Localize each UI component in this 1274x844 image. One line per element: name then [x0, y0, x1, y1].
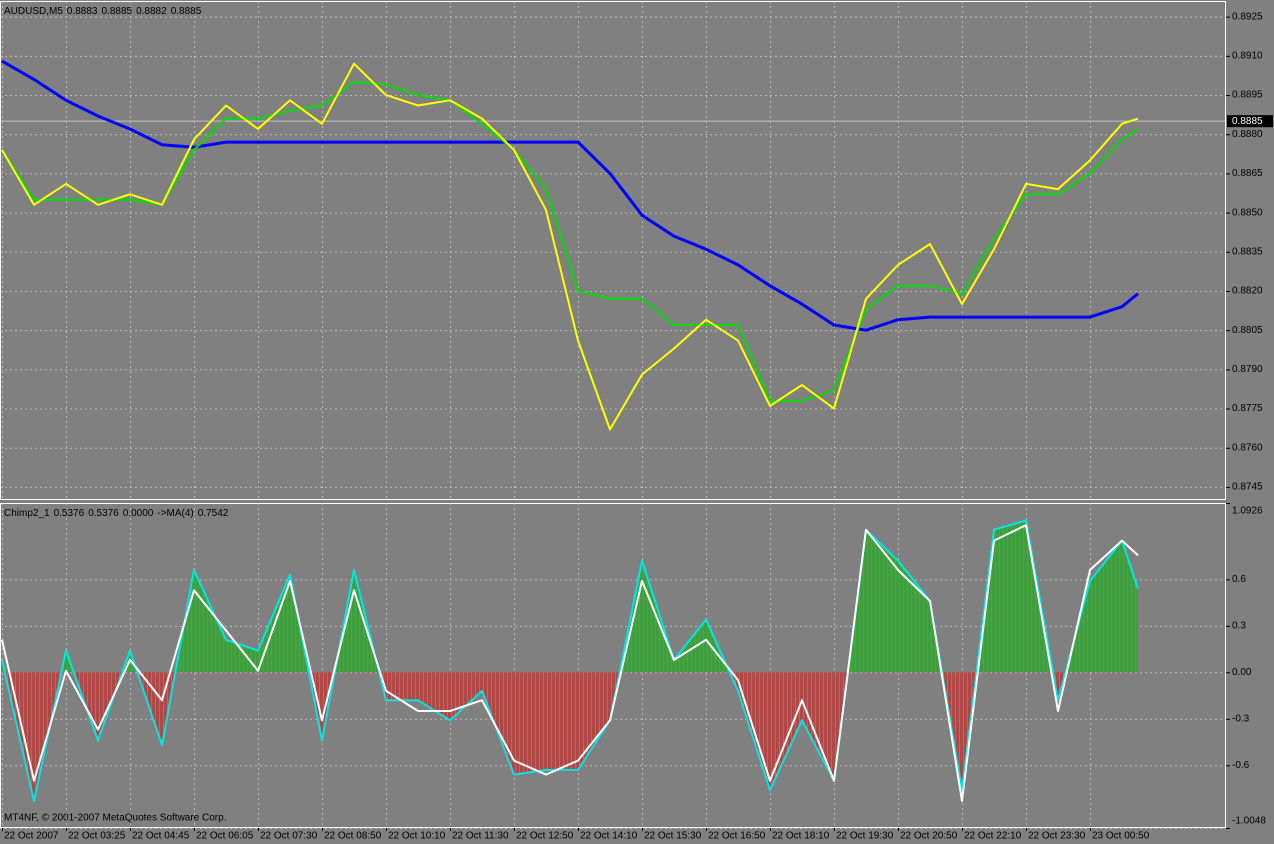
panel-border — [0, 503, 1226, 828]
x-tick-label: 22 Oct 2007 — [4, 831, 59, 842]
y-tick-label: 0.8835 — [1232, 246, 1263, 257]
y-tick-label: 0.8760 — [1232, 442, 1263, 453]
header-item: ->MA(4) — [157, 508, 193, 519]
y-tick-label: 0.8790 — [1232, 364, 1263, 375]
panel-border — [0, 1, 1226, 500]
x-tick-label: 23 Oct 00:50 — [1092, 831, 1150, 842]
y-tick-label: -0.3 — [1232, 713, 1250, 724]
y-tick-label: 0.8925 — [1232, 11, 1263, 22]
header-item: 0.8885 — [102, 6, 133, 17]
y-tick-label: 0.8805 — [1232, 325, 1263, 336]
x-tick-label: 22 Oct 11:30 — [452, 831, 509, 842]
header-item: Chimp2_1 — [4, 508, 50, 519]
header-item: 0.8882 — [136, 6, 167, 17]
y-tick-label: 0.8820 — [1232, 286, 1263, 297]
panel-header: Chimp2_1 0.5376 0.5376 0.0000 ->MA(4) 0.7542 — [4, 508, 229, 519]
y-tick-label: 1.0926 — [1232, 506, 1263, 517]
y-tick-label: 0.8910 — [1232, 51, 1263, 62]
copyright: MT4NF, © 2001-2007 MetaQuotes Software C… — [4, 813, 226, 824]
series-line — [1, 62, 1139, 431]
x-tick-label: 22 Oct 12:50 — [516, 831, 574, 842]
y-tick-label: 0.8775 — [1232, 403, 1263, 414]
x-tick-label: 22 Oct 06:05 — [196, 831, 254, 842]
y-tick-label: 0.8850 — [1232, 207, 1263, 218]
histogram-positive — [2, 520, 1138, 672]
x-tick-label: 22 Oct 16:50 — [708, 831, 766, 842]
y-tick-label: 0.8745 — [1232, 482, 1263, 493]
x-tick-label: 22 Oct 22:10 — [964, 831, 1022, 842]
current-price-label: 0.8885 — [1232, 116, 1263, 127]
header-item: 0.8885 — [171, 6, 202, 17]
histogram-negative — [2, 672, 1138, 801]
header-item: 0.0000 — [123, 508, 154, 519]
x-tick-label: 22 Oct 20:50 — [900, 831, 958, 842]
x-tick-label: 22 Oct 03:25 — [68, 831, 126, 842]
x-tick-label: 22 Oct 08:50 — [324, 831, 382, 842]
y-tick-label: -1.0048 — [1232, 816, 1266, 827]
y-tick-label: -0.6 — [1232, 760, 1250, 771]
y-tick-label: 0.8865 — [1232, 168, 1263, 179]
x-tick-label: 22 Oct 23:30 — [1028, 831, 1086, 842]
header-item: 0.7542 — [198, 508, 229, 519]
y-tick-label: 0.6 — [1232, 574, 1246, 585]
header-item: 0.5376 — [88, 508, 119, 519]
header-item: AUDUSD,M5 — [4, 6, 63, 17]
series-line — [1, 519, 1139, 802]
header-item: 0.8883 — [67, 6, 98, 17]
x-tick-label: 22 Oct 19:30 — [836, 831, 894, 842]
x-tick-label: 22 Oct 18:10 — [772, 831, 830, 842]
series-line — [1, 59, 1139, 332]
panel-header: AUDUSD,M5 0.8883 0.8885 0.8882 0.8885 — [4, 6, 202, 17]
series-line — [1, 524, 1139, 802]
series-line — [1, 81, 1139, 402]
x-tick-label: 22 Oct 07:30 — [260, 831, 318, 842]
x-tick-label: 22 Oct 15:30 — [644, 831, 702, 842]
x-tick-label: 22 Oct 14:10 — [580, 831, 638, 842]
y-tick-label: 0.8895 — [1232, 90, 1263, 101]
y-tick-label: 0.3 — [1232, 620, 1246, 631]
header-item: 0.5376 — [54, 508, 85, 519]
x-tick-label: 22 Oct 04:45 — [132, 831, 190, 842]
current-price-box — [1227, 115, 1273, 128]
y-tick-label: 0.00 — [1232, 667, 1252, 678]
x-tick-label: 22 Oct 10:10 — [388, 831, 446, 842]
y-tick-label: 0.8880 — [1232, 129, 1263, 140]
